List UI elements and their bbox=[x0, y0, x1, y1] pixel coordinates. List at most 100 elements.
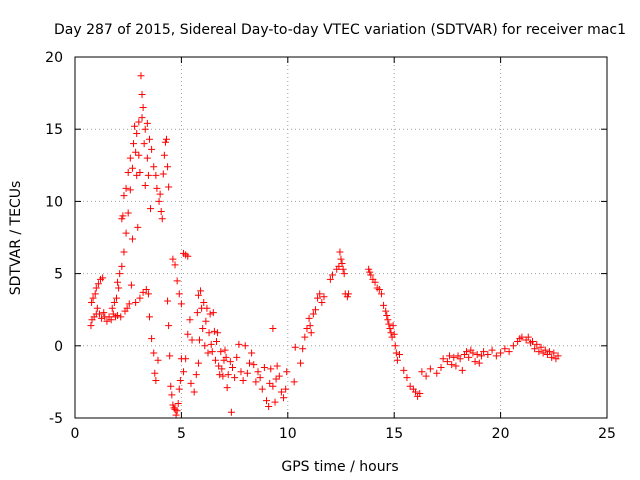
data-point bbox=[153, 184, 161, 192]
y-tick-label: 20 bbox=[45, 50, 63, 66]
data-point bbox=[168, 391, 176, 399]
data-point bbox=[392, 349, 400, 357]
data-point bbox=[446, 352, 454, 360]
data-point bbox=[217, 348, 225, 356]
data-point bbox=[206, 310, 214, 318]
data-point bbox=[200, 298, 208, 306]
data-point bbox=[214, 329, 222, 337]
data-point bbox=[307, 329, 315, 337]
data-point bbox=[426, 365, 434, 373]
data-point bbox=[156, 190, 164, 198]
data-point bbox=[384, 316, 392, 324]
grid bbox=[75, 57, 607, 418]
data-point bbox=[118, 215, 126, 223]
data-point bbox=[123, 304, 131, 312]
x-tick-label: 10 bbox=[279, 426, 297, 442]
data-point bbox=[452, 362, 460, 370]
data-point bbox=[448, 361, 456, 369]
data-point bbox=[226, 358, 234, 366]
data-point bbox=[187, 379, 195, 387]
data-point bbox=[385, 320, 393, 328]
data-point bbox=[207, 340, 215, 348]
data-point bbox=[110, 298, 118, 306]
data-point bbox=[126, 154, 134, 162]
data-point bbox=[480, 348, 488, 356]
data-point bbox=[169, 401, 177, 409]
data-point bbox=[371, 278, 379, 286]
data-point bbox=[529, 337, 537, 345]
data-point bbox=[151, 369, 159, 377]
data-point bbox=[120, 192, 128, 200]
data-point bbox=[273, 362, 281, 370]
data-point bbox=[173, 277, 181, 285]
x-tick-label: 20 bbox=[492, 426, 510, 442]
data-point bbox=[396, 350, 404, 358]
data-point bbox=[145, 313, 153, 321]
data-point bbox=[144, 290, 152, 298]
data-point bbox=[267, 365, 275, 373]
data-point bbox=[531, 345, 539, 353]
data-point bbox=[231, 374, 239, 382]
data-point bbox=[194, 291, 202, 299]
data-point bbox=[135, 151, 143, 159]
data-point bbox=[418, 368, 426, 376]
data-point bbox=[188, 336, 196, 344]
data-point bbox=[143, 119, 151, 127]
data-point bbox=[145, 135, 153, 143]
data-point bbox=[320, 293, 328, 301]
data-point bbox=[450, 353, 458, 361]
data-point bbox=[241, 342, 249, 350]
data-point bbox=[139, 288, 147, 296]
data-point bbox=[190, 388, 198, 396]
data-point bbox=[135, 118, 143, 126]
data-point bbox=[95, 310, 103, 318]
data-point bbox=[473, 350, 481, 358]
data-point bbox=[411, 388, 419, 396]
data-point bbox=[509, 342, 517, 350]
data-point bbox=[311, 306, 319, 314]
data-point bbox=[422, 372, 430, 380]
data-point bbox=[406, 382, 414, 390]
data-point bbox=[243, 369, 251, 377]
data-point bbox=[114, 278, 122, 286]
data-point bbox=[144, 171, 152, 179]
data-point bbox=[127, 281, 135, 289]
data-point bbox=[366, 268, 374, 276]
data-point bbox=[386, 324, 394, 332]
data-point bbox=[283, 368, 291, 376]
data-point bbox=[439, 355, 447, 363]
data-point bbox=[533, 340, 541, 348]
data-point bbox=[182, 355, 190, 363]
data-point bbox=[269, 382, 277, 390]
data-point bbox=[224, 371, 232, 379]
data-point bbox=[541, 346, 549, 354]
data-point bbox=[215, 362, 223, 370]
data-point bbox=[199, 324, 207, 332]
data-point bbox=[138, 91, 146, 99]
axis-ticks: 0 5 10 15 20 25 -5 0 5 10 15 20 bbox=[45, 50, 616, 442]
data-point bbox=[458, 366, 466, 374]
data-point bbox=[122, 229, 130, 237]
data-point bbox=[107, 316, 115, 324]
data-point bbox=[154, 356, 162, 364]
data-point bbox=[169, 255, 177, 263]
data-point bbox=[227, 408, 235, 416]
data-point bbox=[108, 304, 116, 312]
data-point bbox=[148, 335, 156, 343]
data-point bbox=[142, 285, 150, 293]
data-point bbox=[263, 397, 271, 405]
data-point bbox=[537, 343, 545, 351]
data-point bbox=[201, 342, 209, 350]
data-point bbox=[245, 359, 253, 367]
data-point bbox=[94, 280, 102, 288]
data-point bbox=[228, 363, 236, 371]
data-point bbox=[456, 355, 464, 363]
data-point bbox=[237, 368, 245, 376]
data-point bbox=[141, 182, 149, 190]
data-point bbox=[173, 407, 181, 415]
data-point bbox=[118, 262, 126, 270]
data-point bbox=[91, 290, 99, 298]
data-point bbox=[193, 309, 201, 317]
data-point bbox=[256, 374, 264, 382]
data-point bbox=[126, 186, 134, 194]
